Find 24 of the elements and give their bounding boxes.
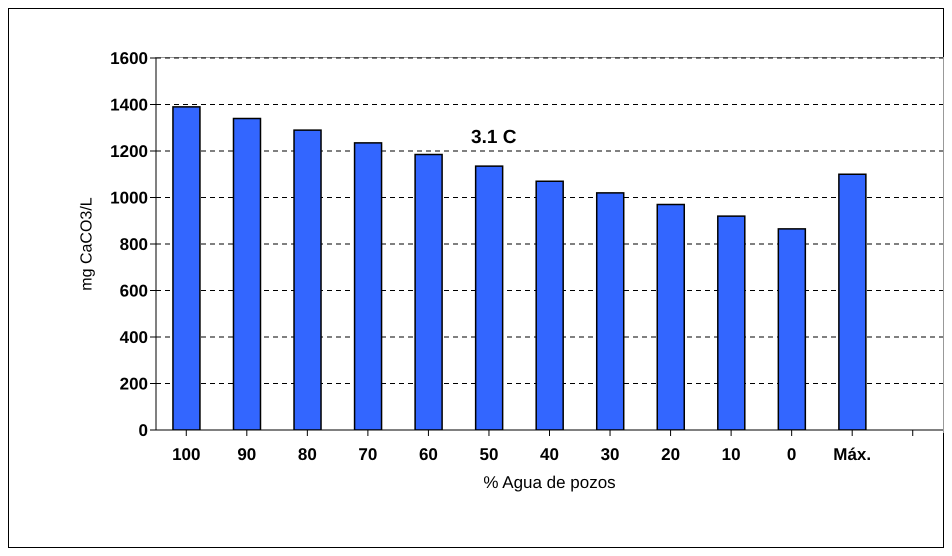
x-tick-label: 70 <box>358 445 378 464</box>
x-tick-label: 80 <box>298 445 317 464</box>
x-tick-label: 0 <box>786 445 796 464</box>
y-tick-label: 200 <box>120 374 148 394</box>
y-axis-title: mg CaCO3/L <box>78 197 96 291</box>
y-tick-label: 600 <box>120 282 148 301</box>
x-tick-label: 100 <box>172 445 200 464</box>
y-tick-label: 1400 <box>110 96 148 115</box>
x-tick-label: Máx. <box>833 445 872 464</box>
x-tick-label: 90 <box>237 445 256 464</box>
x-tick-label: 60 <box>418 445 438 464</box>
x-tick-label: 30 <box>600 445 620 464</box>
y-tick-label: 1600 <box>110 49 148 68</box>
x-tick-label: 50 <box>480 445 498 464</box>
y-tick-label: 1000 <box>110 188 148 208</box>
y-tick-label: 1200 <box>110 142 148 162</box>
x-tick-label: 20 <box>661 445 680 464</box>
x-tick-label: 10 <box>722 445 741 464</box>
y-tick-label: 400 <box>120 328 148 348</box>
annotation: 3.1 C <box>471 127 516 149</box>
x-tick-label: 40 <box>540 445 559 464</box>
y-tick-label: 0 <box>138 421 148 440</box>
x-axis-title: % Agua de pozos <box>483 473 616 492</box>
y-tick-label: 800 <box>120 235 148 254</box>
